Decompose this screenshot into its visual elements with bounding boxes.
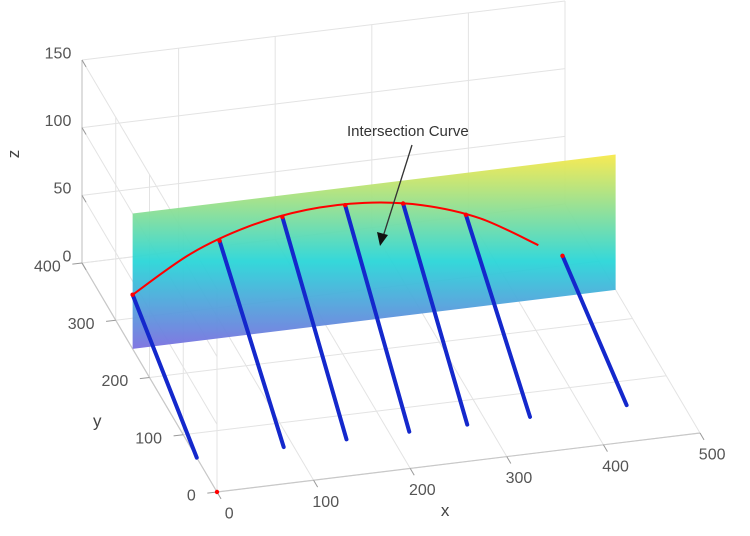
x-tick-mark xyxy=(506,456,512,464)
x-axis-label: x xyxy=(441,501,450,520)
x-tick-mark xyxy=(313,479,319,488)
z-tick-label: 150 xyxy=(45,45,72,62)
z-tick-mark xyxy=(81,262,87,271)
curve-point xyxy=(560,253,565,258)
z-tick-mark xyxy=(81,59,87,68)
annotation: Intersection Curve xyxy=(347,123,469,246)
z-tick-mark xyxy=(81,127,87,135)
grid-line xyxy=(149,318,633,378)
curve-line xyxy=(132,201,539,296)
grid-line xyxy=(183,375,667,436)
y-axis-label: y xyxy=(93,412,102,431)
curve-point xyxy=(342,202,348,208)
y-tick-label: 0 xyxy=(187,488,196,505)
x-tick-mark xyxy=(602,444,608,452)
x-tick-label: 500 xyxy=(699,447,726,464)
y-tick-mark xyxy=(173,434,184,437)
stem-lines xyxy=(130,201,629,460)
stem-line xyxy=(343,203,412,434)
annotation-text: Intersection Curve xyxy=(347,123,469,140)
annotation-arrow xyxy=(381,144,413,241)
annotation-arrowhead xyxy=(377,232,388,246)
x-tick-label: 300 xyxy=(506,470,533,487)
x-tick-label: 100 xyxy=(312,494,339,511)
stem-line xyxy=(280,214,349,442)
x-tick-label: 0 xyxy=(225,506,234,523)
y-tick-mark xyxy=(72,262,83,265)
stem-line xyxy=(560,253,629,408)
x-tick-mark xyxy=(409,468,415,476)
z-tick-label: 0 xyxy=(62,248,71,265)
x-tick-label: 400 xyxy=(602,458,629,475)
curve-point xyxy=(463,212,469,217)
x-tick-mark xyxy=(699,432,705,441)
curve-point xyxy=(130,292,135,297)
z-axis-label: z xyxy=(4,150,23,159)
axis-labels: 01002003004005000100200300400050100150xy… xyxy=(4,45,726,522)
stem-line xyxy=(401,201,470,427)
curve-point xyxy=(280,214,285,220)
stem-line xyxy=(130,292,199,460)
curve-point xyxy=(400,201,406,206)
x-axis-line xyxy=(216,432,701,493)
y-tick-mark xyxy=(139,377,150,380)
x-tick-label: 200 xyxy=(409,482,436,499)
y-tick-label: 400 xyxy=(34,259,61,276)
z-tick-mark xyxy=(81,195,87,203)
y-tick-label: 300 xyxy=(68,316,95,333)
curve-point xyxy=(217,238,222,244)
y-tick-mark xyxy=(106,319,116,322)
intersection-curve xyxy=(130,201,565,297)
grid-line xyxy=(81,68,566,129)
origin-marker xyxy=(214,489,220,495)
y-tick-label: 200 xyxy=(102,373,129,390)
z-tick-label: 100 xyxy=(45,113,72,130)
z-tick-label: 50 xyxy=(54,181,72,198)
y-tick-label: 100 xyxy=(135,430,162,447)
stem-line xyxy=(217,238,286,450)
grid-line xyxy=(81,135,566,196)
stem-line xyxy=(463,212,533,419)
grid-line xyxy=(81,0,566,61)
